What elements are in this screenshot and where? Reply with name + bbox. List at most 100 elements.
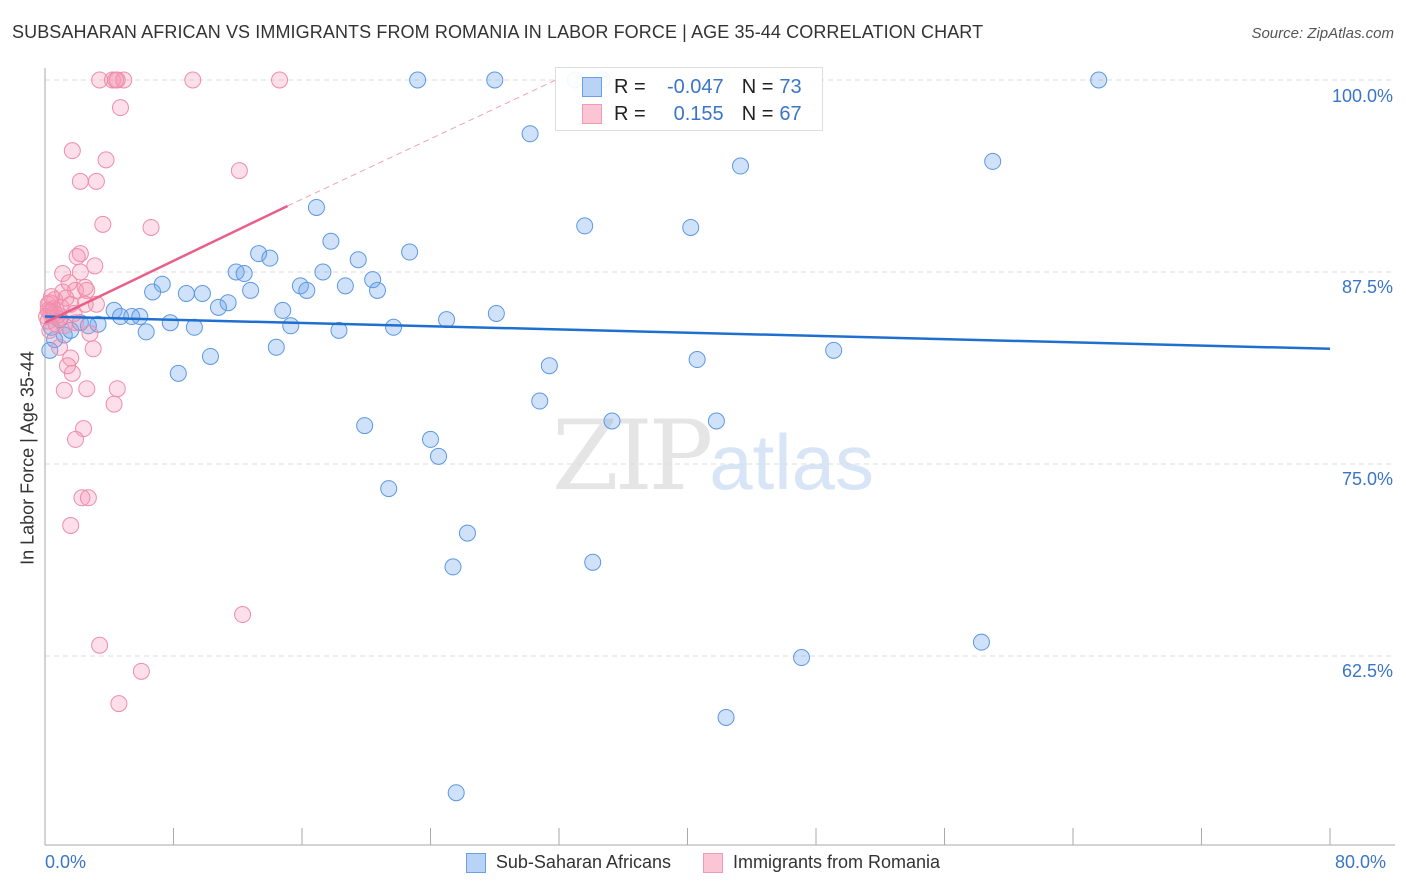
data-point bbox=[184, 71, 202, 89]
data-point bbox=[409, 71, 427, 89]
data-point bbox=[242, 281, 260, 299]
data-point bbox=[282, 317, 300, 335]
chart-title: SUBSAHARAN AFRICAN VS IMMIGRANTS FROM RO… bbox=[12, 22, 984, 42]
data-point bbox=[356, 417, 374, 435]
y-axis-label: In Labor Force | Age 35-44 bbox=[17, 351, 38, 565]
data-point bbox=[430, 447, 448, 465]
data-point bbox=[458, 524, 476, 542]
data-point bbox=[50, 338, 68, 356]
data-point bbox=[250, 245, 268, 263]
data-point bbox=[401, 243, 419, 261]
watermark: ZIPatlas bbox=[552, 400, 874, 512]
data-point bbox=[707, 412, 725, 430]
data-point bbox=[68, 248, 86, 266]
grid bbox=[45, 79, 1395, 657]
data-point bbox=[531, 392, 549, 410]
data-point bbox=[62, 516, 80, 534]
x-tick-label: 0.0% bbox=[45, 852, 87, 872]
data-point bbox=[307, 198, 325, 216]
n-value: 73 bbox=[779, 75, 802, 98]
data-point bbox=[486, 71, 504, 89]
data-point bbox=[385, 318, 403, 336]
source-label: Source: ZipAtlas.com bbox=[1251, 25, 1394, 42]
data-point bbox=[137, 323, 155, 341]
data-point bbox=[688, 351, 706, 369]
data-point bbox=[603, 412, 621, 430]
r-label: R = bbox=[614, 75, 646, 98]
trend-line-blue bbox=[44, 315, 1331, 351]
series-legend: Sub-Saharan Africans Immigrants from Rom… bbox=[0, 852, 1406, 873]
data-point bbox=[185, 318, 203, 336]
data-point bbox=[110, 695, 128, 713]
legend-item-immigrants-from-romania[interactable]: Immigrants from Romania bbox=[703, 852, 940, 873]
blue-swatch-icon bbox=[582, 77, 602, 97]
data-point bbox=[111, 99, 129, 117]
data-point bbox=[63, 364, 81, 382]
data-point bbox=[825, 341, 843, 359]
data-point bbox=[349, 251, 367, 269]
watermark-atlas: atlas bbox=[709, 418, 874, 506]
data-point bbox=[81, 324, 99, 342]
data-point bbox=[132, 662, 150, 680]
data-point bbox=[972, 633, 990, 651]
data-point bbox=[201, 347, 219, 365]
trend-line-pink-extension bbox=[287, 79, 556, 207]
data-point bbox=[42, 288, 60, 306]
y-tick-label: 100.0% bbox=[1331, 86, 1393, 106]
data-point bbox=[444, 558, 462, 576]
data-point bbox=[422, 430, 439, 448]
x-tick-label: 80.0% bbox=[1335, 852, 1387, 872]
data-point bbox=[274, 301, 292, 319]
r-value: -0.047 bbox=[666, 75, 724, 98]
data-point bbox=[732, 157, 750, 175]
data-point bbox=[521, 125, 539, 143]
r-label: R = bbox=[614, 102, 646, 125]
data-point bbox=[193, 285, 211, 303]
trend-line-pink bbox=[44, 204, 289, 324]
data-point bbox=[368, 281, 386, 299]
r-value: 0.155 bbox=[673, 102, 724, 125]
n-value: 67 bbox=[779, 102, 802, 125]
data-point bbox=[67, 430, 85, 448]
data-point bbox=[131, 308, 149, 326]
data-point bbox=[107, 71, 125, 89]
data-point bbox=[54, 265, 72, 283]
axes bbox=[44, 68, 1395, 846]
y-tick-label: 62.5% bbox=[1341, 661, 1393, 681]
data-point bbox=[682, 218, 700, 236]
data-point bbox=[447, 784, 465, 802]
data-point bbox=[108, 380, 126, 398]
data-point bbox=[234, 606, 252, 624]
data-point bbox=[793, 649, 811, 667]
n-label: N = bbox=[741, 75, 774, 98]
data-point bbox=[984, 152, 1002, 170]
legend-item-sub-saharan-africans[interactable]: Sub-Saharan Africans bbox=[465, 852, 672, 873]
data-point bbox=[540, 357, 558, 375]
data-point bbox=[177, 285, 195, 303]
legend-label: Immigrants from Romania bbox=[733, 852, 941, 872]
y-tick-label: 75.0% bbox=[1341, 469, 1393, 489]
data-point bbox=[336, 277, 354, 295]
pink-swatch-icon bbox=[582, 104, 602, 124]
data-point bbox=[78, 380, 96, 398]
data-point bbox=[142, 218, 160, 236]
data-point bbox=[97, 151, 115, 169]
pink-swatch-icon bbox=[703, 852, 724, 873]
data-point bbox=[78, 281, 96, 299]
data-point bbox=[57, 289, 75, 307]
data-point bbox=[576, 217, 594, 235]
data-point bbox=[364, 271, 382, 289]
data-point bbox=[144, 283, 162, 301]
data-point bbox=[487, 304, 505, 322]
data-point bbox=[267, 338, 285, 356]
stats-legend: R = -0.047 N = 73 R = 0.155 N = 67 bbox=[555, 67, 823, 131]
blue-swatch-icon bbox=[465, 852, 486, 873]
data-point bbox=[209, 298, 227, 316]
data-point bbox=[584, 553, 602, 571]
data-point bbox=[717, 708, 735, 726]
data-point bbox=[86, 257, 104, 275]
legend-label: Sub-Saharan Africans bbox=[495, 852, 672, 872]
data-point bbox=[105, 395, 123, 413]
data-point bbox=[39, 301, 57, 319]
